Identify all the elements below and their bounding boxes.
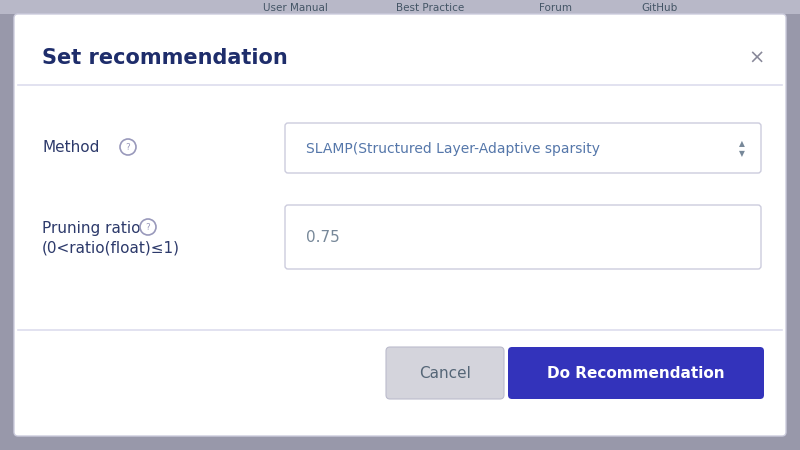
Text: Cancel: Cancel (419, 365, 471, 381)
FancyBboxPatch shape (285, 123, 761, 173)
Text: ▲: ▲ (739, 140, 745, 148)
FancyBboxPatch shape (508, 347, 764, 399)
Text: ×: × (749, 49, 765, 68)
Text: Pruning ratio: Pruning ratio (42, 220, 141, 235)
FancyBboxPatch shape (386, 347, 504, 399)
FancyBboxPatch shape (285, 205, 761, 269)
Bar (0, 0, 800, 14)
Text: Set recommendation: Set recommendation (42, 48, 288, 68)
Text: ?: ? (146, 224, 150, 233)
Text: ?: ? (126, 144, 130, 153)
Text: Forum: Forum (538, 3, 571, 13)
Text: Method: Method (42, 140, 99, 156)
Text: 0.75: 0.75 (306, 230, 340, 244)
Text: SLAMP(Structured Layer-Adaptive sparsity: SLAMP(Structured Layer-Adaptive sparsity (306, 142, 600, 156)
Text: Do Recommendation: Do Recommendation (547, 365, 725, 381)
Text: ▼: ▼ (739, 149, 745, 158)
Text: GitHub: GitHub (642, 3, 678, 13)
Text: User Manual: User Manual (262, 3, 327, 13)
FancyBboxPatch shape (14, 14, 786, 436)
Text: (0<ratio(float)≤1): (0<ratio(float)≤1) (42, 240, 180, 256)
Text: Best Practice: Best Practice (396, 3, 464, 13)
